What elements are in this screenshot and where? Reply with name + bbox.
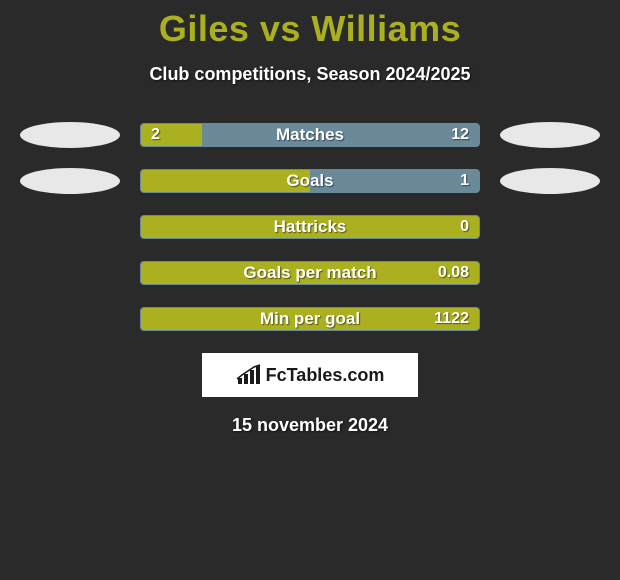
stat-bar: Goals 1 (140, 169, 480, 193)
stat-value-right: 1 (460, 172, 469, 190)
stat-value-right: 1122 (434, 310, 469, 328)
comparison-card: Giles vs Williams Club competitions, Sea… (0, 0, 620, 436)
stat-value-right: 0.08 (438, 264, 469, 282)
source-logo: FcTables.com (202, 353, 418, 397)
stat-value-right: 12 (451, 126, 469, 144)
stat-value-left: 2 (151, 126, 160, 144)
bar-fill-left (141, 170, 310, 192)
stat-label: Goals (286, 171, 333, 191)
stat-bar: Min per goal 1122 (140, 307, 480, 331)
stat-value-right: 0 (460, 218, 469, 236)
stat-label: Min per goal (260, 309, 360, 329)
player-avatar-right (500, 168, 600, 194)
stat-bar: Hattricks 0 (140, 215, 480, 239)
player-avatar-left (20, 122, 120, 148)
stat-row: Goals 1 (0, 169, 620, 193)
player-avatar-right (500, 122, 600, 148)
stat-label: Matches (276, 125, 344, 145)
stat-row: Min per goal 1122 (0, 307, 620, 331)
date-stamp: 15 november 2024 (232, 415, 388, 436)
stats-chart: Matches 2 12 Goals 1 Hattricks 0 Goals per matc… (0, 123, 620, 331)
player-avatar-left (20, 168, 120, 194)
chart-icon (236, 364, 262, 386)
page-title: Giles vs Williams (159, 8, 461, 50)
stat-row: Hattricks 0 (0, 215, 620, 239)
subtitle: Club competitions, Season 2024/2025 (149, 64, 470, 85)
stat-bar: Matches 2 12 (140, 123, 480, 147)
stat-label: Goals per match (243, 263, 376, 283)
stat-label: Hattricks (274, 217, 347, 237)
stat-bar: Goals per match 0.08 (140, 261, 480, 285)
logo-text: FcTables.com (266, 365, 385, 386)
stat-row: Matches 2 12 (0, 123, 620, 147)
stat-row: Goals per match 0.08 (0, 261, 620, 285)
